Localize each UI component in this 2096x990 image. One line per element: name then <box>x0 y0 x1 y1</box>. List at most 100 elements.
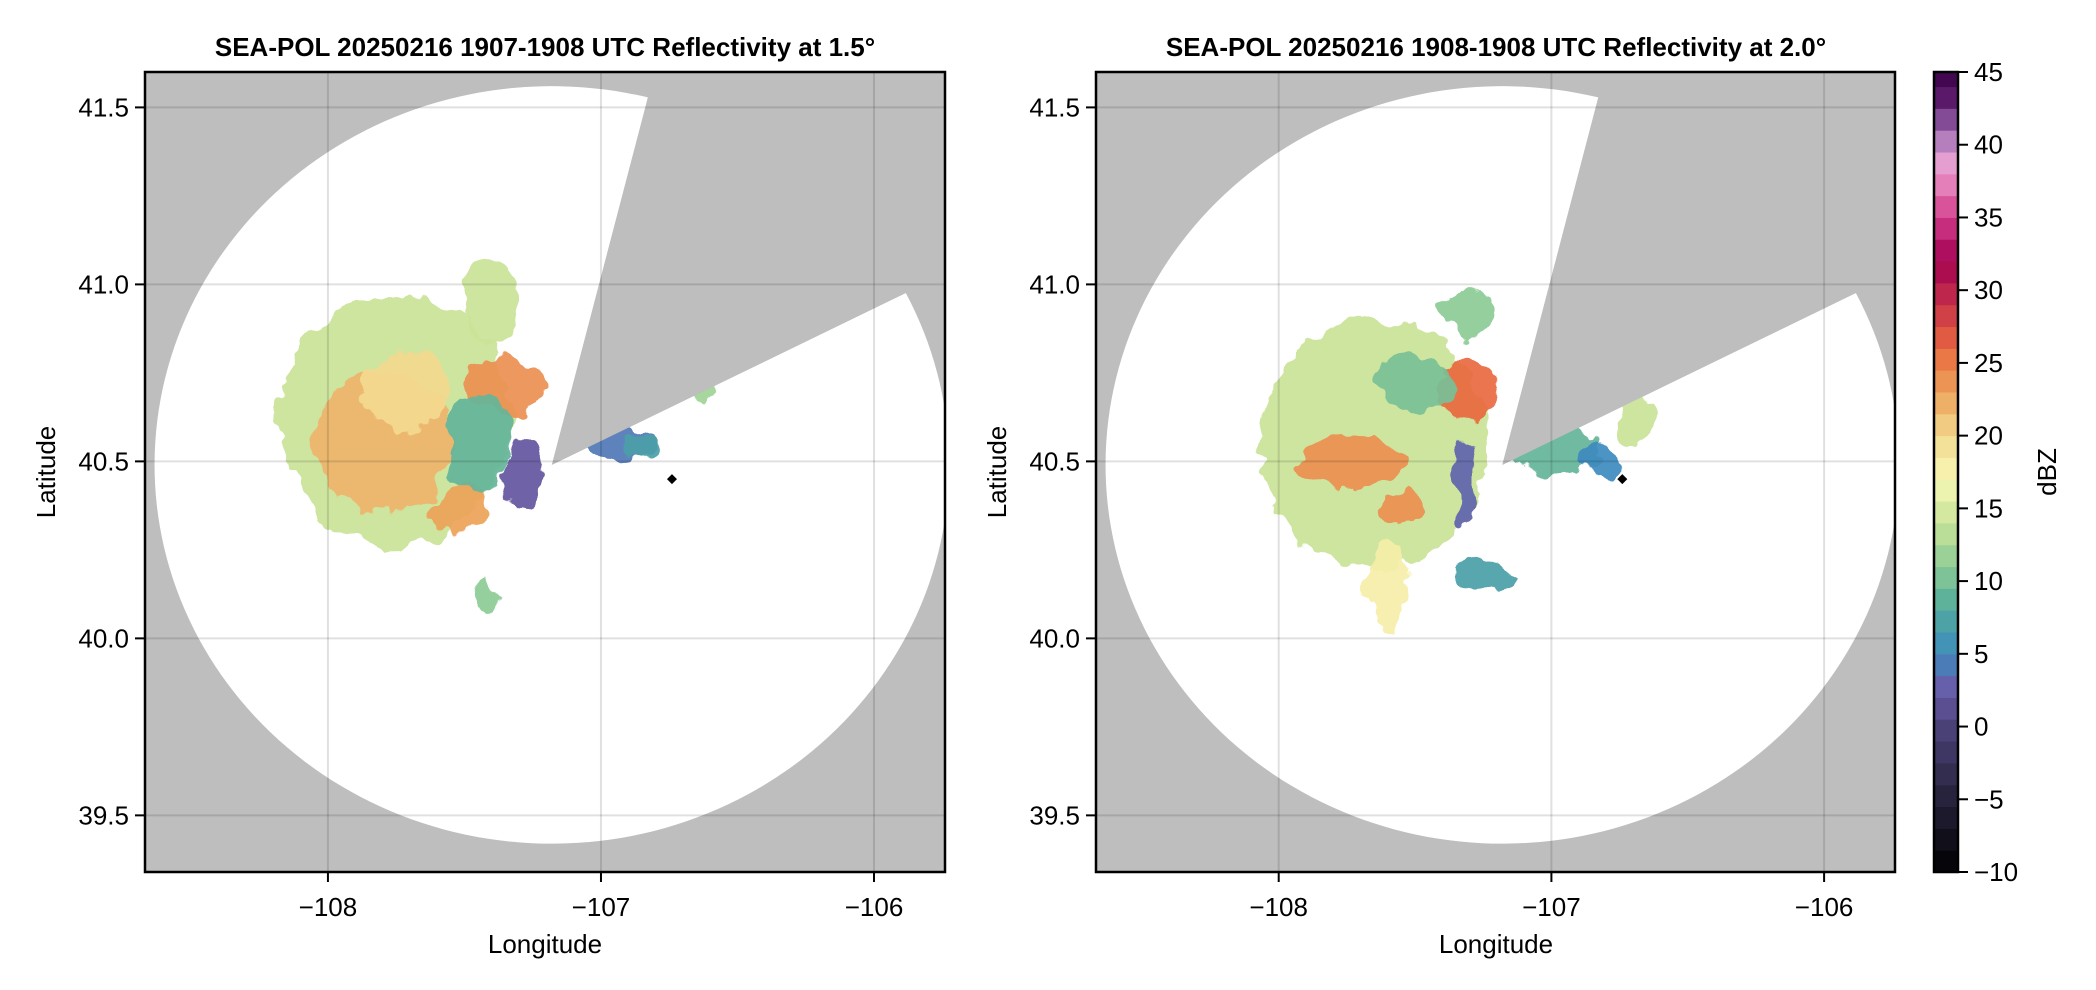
colorbar-tick-label: 15 <box>1974 493 2003 523</box>
colorbar-bin <box>1934 610 1958 633</box>
echo-cell <box>363 348 446 434</box>
radar-coverage <box>1105 86 1895 844</box>
colorbar-bin <box>1934 806 1958 829</box>
echo-cell <box>1453 436 1476 522</box>
y-tick-label: 41.0 <box>78 269 129 299</box>
colorbar-label: dBZ <box>2032 448 2062 496</box>
echo-cell <box>1442 287 1497 338</box>
colorbar-bin <box>1934 544 1958 568</box>
colorbar-bin <box>1934 108 1958 131</box>
colorbar-bin <box>1934 784 1958 808</box>
colorbar-bin <box>1934 173 1958 197</box>
panel-right: SEA-POL 20250216 1908-1908 UTC Reflectiv… <box>982 32 1897 959</box>
echo-cell <box>1300 436 1410 487</box>
colorbar-bin <box>1934 86 1958 109</box>
radar-coverage <box>154 86 945 844</box>
echo-cell <box>478 574 495 618</box>
colorbar-bin <box>1934 304 1958 328</box>
y-tick-label: 40.5 <box>78 446 129 476</box>
colorbar-tick-label: 45 <box>1974 57 2003 87</box>
echo-cell <box>445 390 511 497</box>
y-tick-label: 39.5 <box>78 800 129 830</box>
reflectivity-echoes <box>1259 287 1653 628</box>
y-axis-ticks: 39.5 40.0 40.5 41.0 41.5 <box>1029 92 1096 830</box>
colorbar-bin <box>1934 435 1958 458</box>
colorbar-bin <box>1934 479 1958 502</box>
colorbar-bin <box>1934 239 1958 262</box>
colorbar: 45 40 35 30 25 20 15 10 5 0 −5 −10 dBZ <box>1932 57 2062 887</box>
colorbar-bin <box>1934 130 1958 153</box>
plot-frame <box>1094 70 1897 874</box>
colorbar-tick-label: −5 <box>1974 784 2004 814</box>
blocked-sector <box>1502 72 1895 465</box>
diamond-marker <box>666 474 677 485</box>
y-tick-label: 40.0 <box>1029 623 1080 653</box>
y-axis-ticks: 39.5 40.0 40.5 41.0 41.5 <box>78 92 145 830</box>
x-tick-label: −108 <box>299 892 358 922</box>
colorbar-bin <box>1934 850 1958 873</box>
colorbar-bin <box>1934 195 1958 218</box>
colorbar-bin <box>1934 697 1958 720</box>
colorbar-tick-label: 5 <box>1974 639 1988 669</box>
echo-cell <box>426 486 492 536</box>
colorbar-bin <box>1934 675 1958 698</box>
colorbar-tick-label: 35 <box>1974 202 2003 232</box>
x-tick-label: −106 <box>1795 892 1854 922</box>
colorbar-bin <box>1934 392 1958 415</box>
y-tick-label: 39.5 <box>1029 800 1080 830</box>
x-tick-label: −107 <box>1522 892 1581 922</box>
colorbar-tick-label: 25 <box>1974 348 2003 378</box>
colorbar-bin <box>1934 653 1958 677</box>
colorbar-tick-label: 30 <box>1974 275 2003 305</box>
colorbar-tick-label: 10 <box>1974 566 2003 596</box>
echo-cell <box>464 259 520 345</box>
y-tick-label: 40.0 <box>78 623 129 653</box>
colorbar-bin <box>1934 762 1958 786</box>
x-tick-label: −108 <box>1249 892 1308 922</box>
colorbar-bin <box>1934 282 1958 306</box>
colorbar-bin <box>1934 719 1958 742</box>
panel-left-title: SEA-POL 20250216 1907-1908 UTC Reflectiv… <box>215 32 875 62</box>
echo-cell <box>1374 355 1456 412</box>
colorbar-bin <box>1934 588 1958 611</box>
y-tick-label: 41.5 <box>1029 92 1080 122</box>
colorbar-bin <box>1934 413 1958 437</box>
colorbar-bin <box>1934 348 1958 371</box>
x-tick-label: −106 <box>845 892 904 922</box>
colorbar-bin <box>1934 217 1958 240</box>
colorbar-bin <box>1934 152 1958 175</box>
colorbar-bin <box>1934 72 1958 88</box>
colorbar-tick-label: 40 <box>1974 130 2003 160</box>
colorbar-ticks: 45 40 35 30 25 20 15 10 5 0 −5 −10 <box>1958 57 2018 887</box>
reflectivity-echoes <box>281 259 713 618</box>
colorbar-bins <box>1934 72 1958 873</box>
colorbar-tick-label: 0 <box>1974 712 1988 742</box>
panel-right-title: SEA-POL 20250216 1908-1908 UTC Reflectiv… <box>1166 32 1826 62</box>
echo-cell <box>622 433 662 462</box>
grid-lines <box>1096 72 1895 872</box>
grid-lines <box>145 72 945 872</box>
colorbar-bin <box>1934 522 1958 546</box>
x-axis-ticks: −108 −107 −106 <box>299 872 904 922</box>
colorbar-bin <box>1934 828 1958 851</box>
x-tick-label: −107 <box>572 892 631 922</box>
y-tick-label: 41.5 <box>78 92 129 122</box>
echo-cell <box>1368 542 1407 628</box>
colorbar-tick-label: 20 <box>1974 421 2003 451</box>
echo-cell <box>1379 489 1424 526</box>
colorbar-bin <box>1934 741 1958 764</box>
x-axis-label: Longitude <box>1439 929 1553 959</box>
y-tick-label: 40.5 <box>1029 446 1080 476</box>
echo-cell <box>508 440 541 511</box>
plot-frame <box>143 70 947 874</box>
y-tick-label: 41.0 <box>1029 269 1080 299</box>
x-axis-label: Longitude <box>488 929 602 959</box>
colorbar-bin <box>1934 370 1958 393</box>
colorbar-bin <box>1934 632 1958 655</box>
panel-left: SEA-POL 20250216 1907-1908 UTC Reflectiv… <box>31 32 947 959</box>
blocked-sector <box>551 72 945 465</box>
diamond-marker <box>1617 474 1628 485</box>
x-axis-ticks: −108 −107 −106 <box>1249 872 1853 922</box>
colorbar-bin <box>1934 261 1958 284</box>
